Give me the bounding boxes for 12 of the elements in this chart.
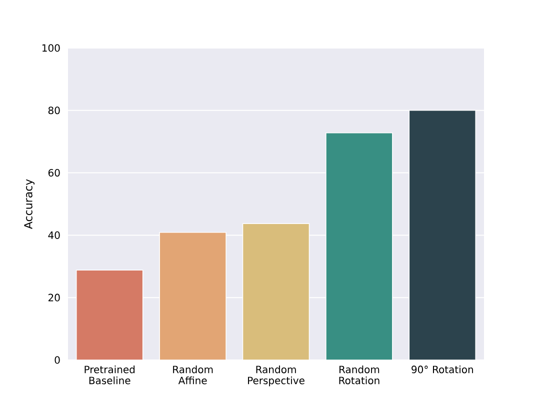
x-tick-label: 90° Rotation	[412, 366, 473, 374]
x-tick-label: Pretrained Baseline	[84, 366, 135, 384]
y-tick-label: 60	[48, 168, 60, 177]
y-tick-label: 100	[42, 44, 60, 52]
y-tick-label: 0	[54, 356, 60, 364]
y-tick-label: 80	[48, 106, 60, 114]
x-tick-label: Random Perspective	[248, 366, 304, 386]
y-tick-label: 20	[48, 294, 60, 302]
x-tick-label: Random Rotation	[339, 366, 380, 384]
y-tick-label: 40	[48, 231, 60, 239]
y-axis-title: Accuracy	[24, 179, 35, 230]
x-tick-label: Random Affine	[173, 366, 213, 384]
